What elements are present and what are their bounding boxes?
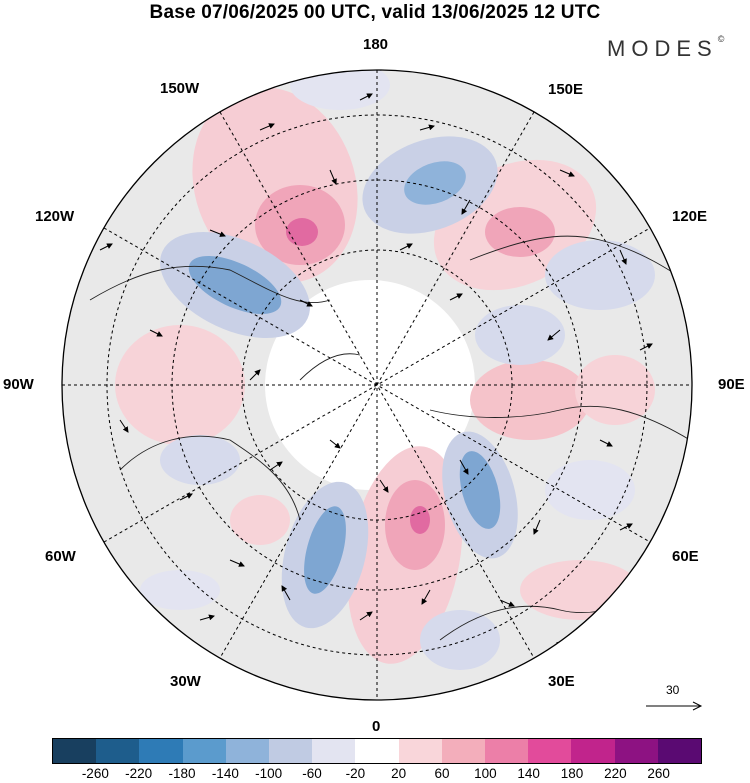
- lon-label-150e: 150E: [548, 81, 584, 98]
- modes-logo: MODES©: [607, 34, 725, 62]
- lon-label-30e: 30E: [548, 673, 575, 690]
- colorbar-swatch: [139, 739, 183, 763]
- colorbar-tick-label: 60: [434, 766, 450, 781]
- lon-label-120e: 120E: [672, 208, 708, 225]
- wind-vectors: [99, 93, 653, 651]
- colorbar-tick-label: 180: [560, 766, 584, 781]
- colorbar-swatch: [441, 739, 486, 763]
- graticule: [62, 70, 692, 700]
- lon-label-120w: 120W: [35, 208, 75, 225]
- lon-label-0: 0: [372, 718, 381, 735]
- colorbar-tick-label: -220: [125, 766, 153, 781]
- colorbar-swatch: [571, 739, 615, 763]
- reference-vector-label: 30: [666, 683, 680, 697]
- colorbar-tick-label: -140: [211, 766, 239, 781]
- colorbar-swatch: [269, 739, 313, 763]
- colorbar-tick-label: 100: [474, 766, 497, 781]
- colorbar-swatch: [182, 739, 226, 763]
- colorbar-swatch: [225, 739, 270, 763]
- lon-label-60w: 60W: [45, 548, 76, 565]
- colorbar-tick-label: -180: [168, 766, 196, 781]
- colorbar-tick-label: -260: [81, 766, 109, 781]
- colorbar-tick-label: 20: [391, 766, 407, 781]
- colorbar-tick-label: -60: [302, 766, 322, 781]
- reference-vector-arrow: [646, 701, 703, 711]
- colorbar-swatch: [96, 739, 140, 763]
- brand-text: MODES: [607, 36, 718, 61]
- colorbar-swatch: [614, 739, 658, 763]
- colorbar-tick-label: -20: [345, 766, 366, 781]
- lon-label-60e: 60E: [672, 548, 699, 565]
- colorbar-swatch: [53, 739, 97, 763]
- map-boundary: [61, 69, 693, 701]
- colorbar: [52, 738, 702, 764]
- colorbar-swatch: [312, 739, 356, 763]
- lon-label-30w: 30W: [170, 673, 201, 690]
- colorbar-tick-label: -100: [255, 766, 283, 781]
- colorbar-swatch: [528, 739, 572, 763]
- lon-label-90e: 90E: [718, 376, 745, 393]
- colorbar-tick-label: 220: [604, 766, 627, 781]
- colorbar-swatch: [355, 739, 399, 763]
- colorbar-tick-label: 140: [517, 766, 540, 781]
- colorbar-tick-label: 260: [647, 766, 670, 781]
- colorbar-swatch: [398, 739, 442, 763]
- lon-label-90w: 90W: [3, 376, 34, 393]
- colorbar-swatch: [485, 739, 529, 763]
- lon-label-180: 180: [363, 36, 389, 53]
- copyright-mark: ©: [717, 34, 725, 44]
- map-title: Base 07/06/2025 00 UTC, valid 13/06/2025…: [149, 2, 601, 23]
- lon-label-150w: 150W: [160, 80, 200, 97]
- colorbar-swatch: [657, 739, 702, 763]
